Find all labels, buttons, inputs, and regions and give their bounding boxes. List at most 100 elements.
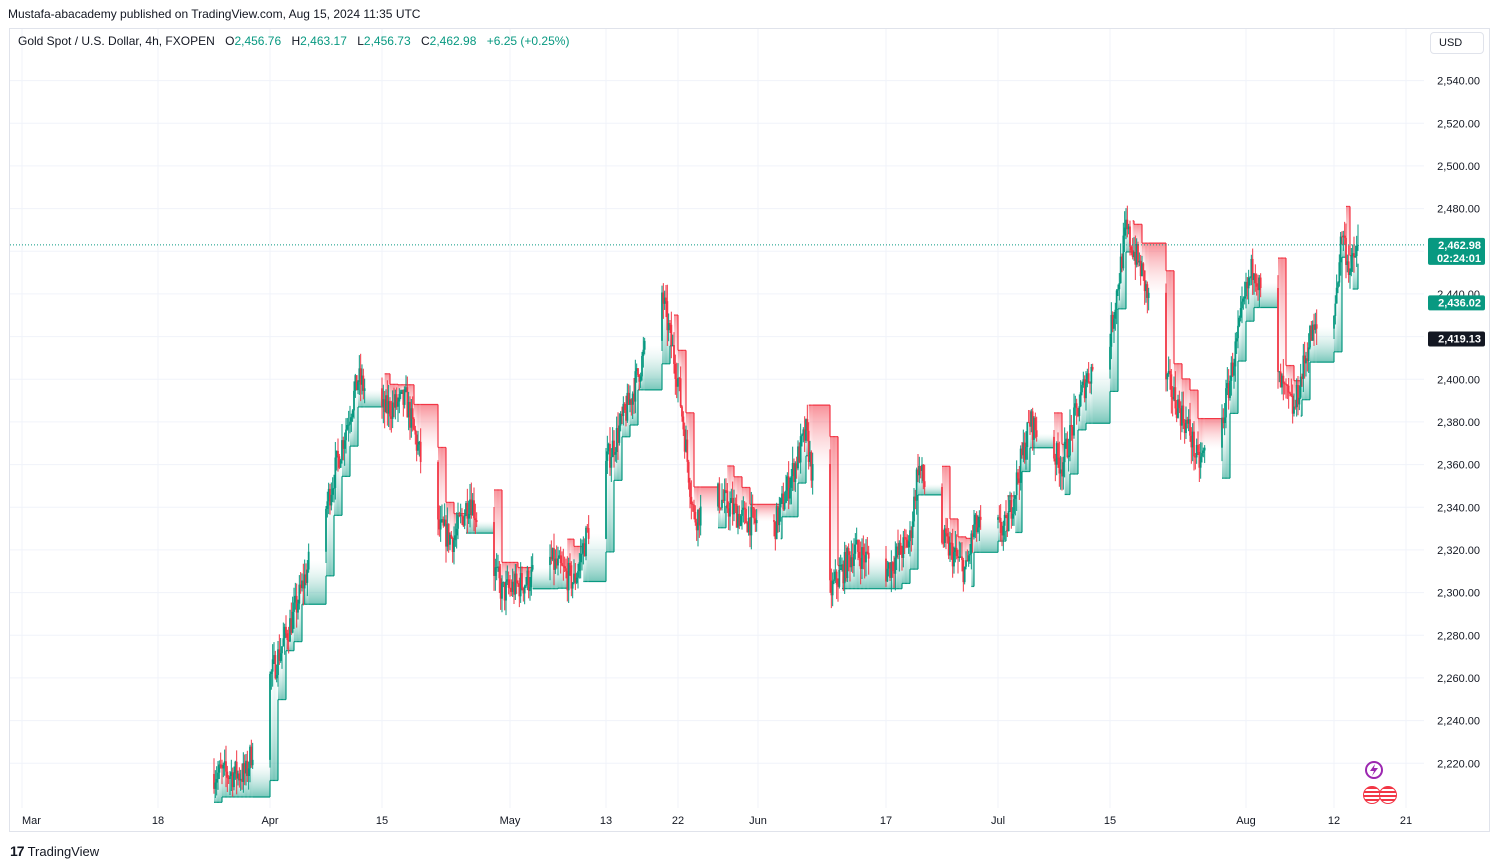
candle-body xyxy=(609,443,611,468)
band-segment xyxy=(794,472,796,517)
candle-body xyxy=(790,476,793,488)
candle-body xyxy=(1250,258,1253,278)
band-segment xyxy=(792,469,794,517)
chart-frame[interactable] xyxy=(9,28,1490,832)
band-segment xyxy=(1144,243,1146,281)
lightning-icon[interactable] xyxy=(1365,761,1383,779)
candle-body xyxy=(1315,324,1318,329)
band-segment xyxy=(958,536,960,558)
candle-body xyxy=(1091,366,1094,370)
band-segment xyxy=(1123,251,1125,309)
candle-body xyxy=(531,565,534,570)
band-segment xyxy=(1188,378,1190,422)
band-segment xyxy=(250,757,252,797)
tradingview-brand[interactable]: 17 TradingView xyxy=(10,843,99,859)
candle-body xyxy=(238,773,241,781)
candle-body xyxy=(1021,448,1023,456)
us-flag-icon[interactable] xyxy=(1379,786,1397,804)
band-segment xyxy=(470,506,472,534)
candle-body xyxy=(1065,438,1067,442)
candle-body xyxy=(1170,374,1173,397)
band-segment xyxy=(291,625,293,651)
band-segment xyxy=(1187,378,1189,422)
band-segment xyxy=(626,415,628,437)
band-segment xyxy=(298,608,300,642)
candle-body xyxy=(1129,226,1131,247)
candle-body xyxy=(1221,417,1223,448)
candle-body xyxy=(863,555,866,563)
band-segment xyxy=(1084,388,1086,430)
band-segment xyxy=(960,536,962,557)
candle-body xyxy=(629,399,631,405)
band-segment xyxy=(1335,309,1337,352)
candle-body xyxy=(409,401,411,428)
band-segment xyxy=(1030,424,1032,448)
candle-body xyxy=(839,568,842,570)
candle-body xyxy=(851,557,854,566)
candle-body xyxy=(846,548,849,579)
candle-body xyxy=(413,418,415,430)
band-segment xyxy=(894,572,896,589)
candle-body xyxy=(1167,370,1170,374)
band-segment xyxy=(274,657,276,781)
band-segment xyxy=(800,449,802,484)
band-segment xyxy=(796,465,798,517)
candle-body xyxy=(607,443,610,452)
band-segment xyxy=(631,402,633,426)
candle-body xyxy=(686,439,689,462)
candle-body xyxy=(795,463,798,469)
candle-body xyxy=(562,565,565,567)
x-tick-label: 17 xyxy=(880,815,892,827)
candle-body xyxy=(719,507,722,509)
candle-body xyxy=(499,578,502,599)
candle-body xyxy=(279,653,282,661)
band-segment xyxy=(1082,388,1084,430)
band-segment xyxy=(1168,270,1170,373)
candle-body xyxy=(1035,430,1038,437)
candle-body xyxy=(891,562,894,572)
band-segment xyxy=(567,539,569,581)
candle-body xyxy=(1255,283,1258,287)
x-tick-label: Jul xyxy=(991,815,1005,827)
band-segment xyxy=(908,544,910,584)
candle-body xyxy=(695,522,698,531)
candle-body xyxy=(835,571,838,585)
band-segment xyxy=(280,657,282,700)
band-segment xyxy=(642,366,644,390)
band-segment xyxy=(620,419,622,481)
band-segment xyxy=(1074,421,1076,475)
candle-body xyxy=(965,560,967,567)
candle-body xyxy=(1310,325,1313,341)
candle-body xyxy=(1302,355,1305,380)
band-segment xyxy=(1312,332,1314,363)
change-value: +6.25 (+0.25%) xyxy=(486,34,570,48)
band-segment xyxy=(386,373,388,404)
band-segment xyxy=(1076,405,1078,475)
candle-body xyxy=(845,552,847,579)
candle-body xyxy=(1002,525,1005,536)
candle-body xyxy=(794,463,797,483)
candle-body xyxy=(641,355,643,377)
candle-body xyxy=(901,554,903,558)
symbol-title[interactable]: Gold Spot / U.S. Dollar, 4h, FXOPEN xyxy=(18,34,215,48)
candle-body xyxy=(530,569,533,588)
candle-body xyxy=(921,464,923,471)
band-segment xyxy=(511,562,513,590)
x-tick-label: 15 xyxy=(1104,815,1116,827)
band-segment xyxy=(1116,300,1118,392)
candle-body xyxy=(849,555,851,568)
candle-body xyxy=(801,434,803,437)
candle-body xyxy=(895,546,898,558)
candle-body xyxy=(454,535,457,541)
currency-button[interactable]: USD xyxy=(1430,32,1484,54)
candle-body xyxy=(1029,422,1031,427)
candle-body xyxy=(223,761,226,765)
band-segment xyxy=(915,498,917,570)
band-segment xyxy=(495,489,497,572)
candle-body xyxy=(978,516,981,528)
band-segment xyxy=(560,559,562,589)
candle-body xyxy=(753,508,755,519)
band-segment xyxy=(299,594,301,642)
band-segment xyxy=(334,488,336,516)
